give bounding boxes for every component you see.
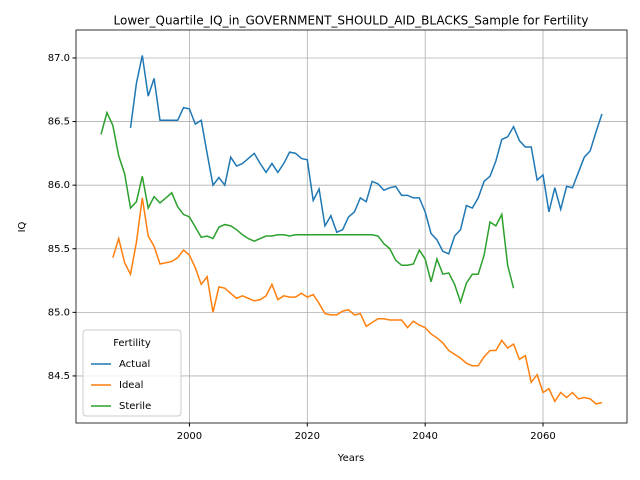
legend-label: Ideal	[119, 380, 143, 391]
y-tick-label: 84.5	[48, 371, 70, 382]
legend: Fertility Actual Ideal Sterile	[82, 329, 182, 417]
legend-label: Sterile	[119, 401, 151, 412]
legend-box	[82, 329, 182, 417]
y-tick-label: 85.0	[48, 307, 70, 318]
y-tick-label: 87.0	[48, 53, 70, 64]
y-tick-label: 86.5	[48, 117, 70, 128]
x-axis-label: Years	[337, 453, 364, 464]
legend-title: Fertility	[113, 338, 151, 349]
line-series	[129, 55, 603, 255]
x-tick-label: 2000	[177, 431, 202, 442]
line-series	[100, 110, 515, 305]
y-tick-label: 85.5	[48, 244, 70, 255]
chart-title: Lower_Quartile_IQ_in_GOVERNMENT_SHOULD_A…	[114, 14, 589, 28]
plot-frame	[75, 29, 628, 424]
x-tick-label: 2040	[412, 431, 437, 442]
x-tick-label: 2020	[295, 431, 320, 442]
y-axis-label: IQ	[17, 221, 28, 232]
line-series	[112, 197, 603, 405]
x-tick-label: 2060	[530, 431, 555, 442]
legend-label: Actual	[119, 359, 150, 370]
y-tick-label: 86.0	[48, 180, 70, 191]
